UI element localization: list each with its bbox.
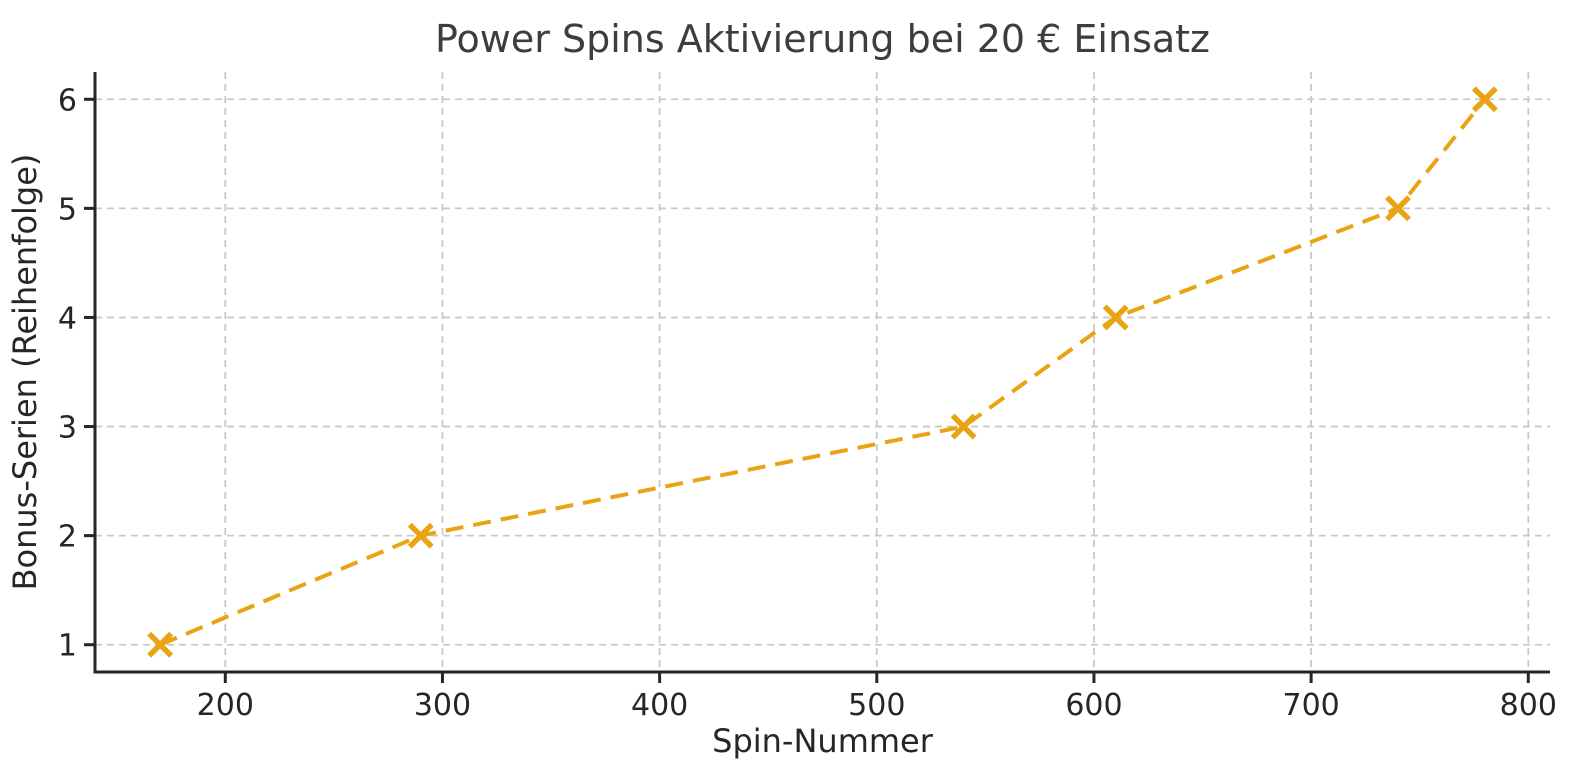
x-tick-label: 700 xyxy=(1282,688,1339,723)
data-series xyxy=(147,86,1498,658)
x-tick-label: 400 xyxy=(631,688,688,723)
y-axis-label: Bonus-Serien (Reihenfolge) xyxy=(6,154,44,591)
x-tick-label: 200 xyxy=(197,688,254,723)
data-point-marker xyxy=(1102,304,1129,331)
x-tick-label: 600 xyxy=(1065,688,1122,723)
data-point-marker xyxy=(1471,86,1498,113)
data-point-marker xyxy=(950,413,977,440)
gridlines xyxy=(95,72,1550,672)
y-tick-label: 3 xyxy=(58,411,77,446)
y-tick-label: 4 xyxy=(58,301,77,336)
tick-marks xyxy=(84,97,1530,683)
y-tick-label: 5 xyxy=(58,192,77,227)
y-tick-label: 2 xyxy=(58,520,77,555)
x-tick-labels: 200 300 400 500 600 700 800 xyxy=(197,688,1557,723)
data-point-marker xyxy=(147,631,174,658)
chart-title: Power Spins Aktivierung bei 20 € Einsatz xyxy=(435,17,1210,61)
y-tick-label: 1 xyxy=(58,629,77,664)
x-axis-label: Spin-Nummer xyxy=(712,722,934,760)
data-point-marker xyxy=(407,522,434,549)
data-point-marker xyxy=(1385,195,1411,222)
y-tick-labels: 1 2 3 4 5 6 xyxy=(58,83,77,663)
y-tick-label: 6 xyxy=(58,83,77,118)
series-line xyxy=(159,98,1487,647)
x-tick-label: 800 xyxy=(1500,688,1557,723)
axes-spines xyxy=(93,72,1550,674)
x-tick-label: 500 xyxy=(848,688,905,723)
x-tick-label: 300 xyxy=(414,688,471,723)
